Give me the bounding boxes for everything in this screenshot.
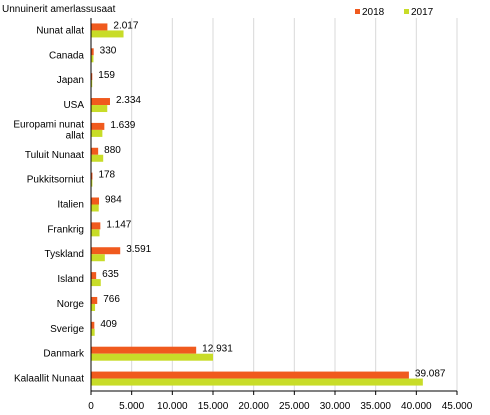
x-tick-label: 30.000: [320, 401, 351, 412]
x-tick-label: 20.000: [238, 401, 269, 412]
category-label: Tyskland: [45, 249, 84, 260]
bars: [91, 23, 423, 386]
data-label-2018: 2.017: [113, 20, 138, 31]
x-tick-label: 5.000: [119, 401, 144, 412]
data-label-2018: 3.591: [126, 244, 151, 255]
bar-2018: [91, 172, 93, 180]
x-tick-label: 0: [88, 401, 94, 412]
category-label: Japan: [57, 75, 84, 86]
legend: 2018 2017: [355, 7, 434, 18]
bar-2018: [91, 73, 93, 81]
x-tick-label: 35.000: [360, 401, 391, 412]
bar-2018: [91, 247, 121, 255]
legend-swatch: [404, 9, 409, 14]
bar-2017: [91, 154, 104, 162]
x-tick-label: 10.000: [157, 401, 188, 412]
data-label-2018: 2.334: [116, 95, 141, 106]
bar-2018: [91, 371, 409, 379]
bar-2017: [91, 254, 105, 262]
legend-label: 2018: [362, 7, 385, 18]
category-label: Sverige: [50, 324, 84, 335]
x-tick-label: 45.000: [442, 401, 473, 412]
bar-2018: [91, 147, 99, 155]
bar-2017: [91, 229, 100, 237]
bar-2018: [91, 321, 95, 329]
bar-2017: [91, 353, 213, 361]
bar-2017: [91, 55, 94, 63]
legend-label: 2017: [411, 7, 434, 18]
labels: 0 5.000 10.000 15.000 20.000 25.000 30.000 35.0…: [13, 20, 472, 412]
bar-2017: [91, 129, 103, 137]
bar-2018: [91, 346, 197, 354]
bar-2018: [91, 48, 94, 56]
data-label-2018: 766: [103, 294, 120, 305]
category-label: Nunat allat: [36, 25, 84, 36]
data-label-2018: 409: [100, 319, 117, 330]
category-label: Frankrig: [47, 224, 84, 235]
x-tick-label: 15.000: [198, 401, 229, 412]
category-label: Danmark: [43, 349, 85, 360]
bar-2018: [91, 197, 100, 205]
bar-2017: [91, 179, 93, 187]
category-label: Pukkitsorniut: [27, 175, 84, 186]
bar-2017: [91, 303, 96, 311]
category-label: Tuluit Nunaat: [25, 150, 84, 161]
bar-2017: [91, 204, 99, 212]
bar-2017: [91, 105, 108, 113]
data-label-2018: 1.639: [110, 120, 135, 131]
bar-2018: [91, 23, 108, 31]
bar-2018: [91, 98, 110, 106]
x-tick-label: 25.000: [279, 401, 310, 412]
gridlines: [131, 18, 458, 391]
data-label-2018: 880: [104, 145, 121, 156]
bar-2017: [91, 30, 124, 38]
y-axis-label: Unnuinerit amerlassusaat: [2, 4, 116, 15]
bar-2018: [91, 296, 98, 304]
legend-swatch: [355, 9, 360, 14]
bar-2018: [91, 272, 97, 280]
bar-2017: [91, 279, 101, 287]
data-label-2018: 330: [100, 45, 117, 56]
data-label-2018: 39.087: [415, 369, 446, 380]
bar-2017: [91, 328, 95, 336]
data-label-2018: 12.931: [202, 344, 233, 355]
data-label-2018: 159: [98, 70, 115, 81]
category-label: Canada: [49, 50, 84, 61]
category-label: Norge: [57, 299, 85, 310]
bar-2018: [91, 122, 105, 130]
data-label-2018: 178: [98, 170, 115, 181]
data-label-2018: 984: [105, 195, 122, 206]
data-label-2018: 635: [102, 269, 119, 280]
category-label: Europami nunat allat: [13, 119, 84, 141]
data-label-2018: 1.147: [106, 219, 131, 230]
category-label: USA: [63, 100, 84, 111]
category-label: Island: [57, 274, 84, 285]
category-label: Italien: [57, 200, 84, 211]
bar-2017: [91, 378, 423, 386]
bar-2018: [91, 222, 101, 230]
x-tick-label: 40.000: [401, 401, 432, 412]
category-label: Kalaallit Nunaat: [14, 374, 84, 385]
axes: [90, 18, 458, 395]
bar-2017: [91, 80, 93, 88]
